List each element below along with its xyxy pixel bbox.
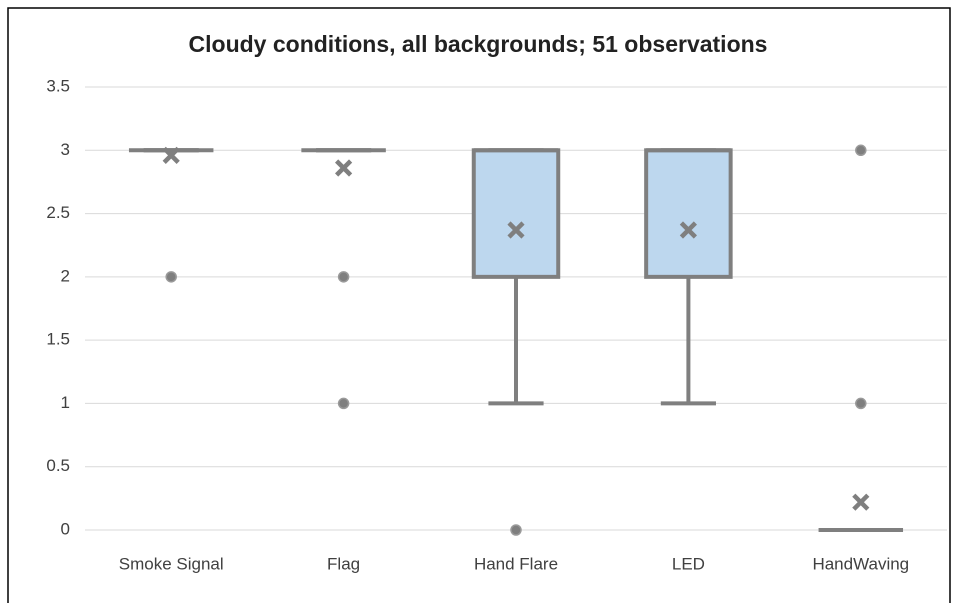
chart-title: Cloudy conditions, all backgrounds; 51 o… xyxy=(189,31,768,57)
chart-frame xyxy=(7,7,951,603)
mean-marker xyxy=(507,221,525,239)
outlier xyxy=(165,271,177,283)
y-tick-label: 3 xyxy=(61,140,70,159)
y-tick-label: 1 xyxy=(61,393,70,412)
box xyxy=(471,148,561,279)
outlier xyxy=(337,271,350,283)
x-tick-label: HandWaving xyxy=(812,554,909,573)
mean-marker xyxy=(162,146,180,164)
mean-marker xyxy=(852,493,870,511)
y-tick-label: 0 xyxy=(61,519,70,538)
mean-marker xyxy=(335,159,353,177)
y-tick-label: 3.5 xyxy=(46,76,70,95)
x-tick-label: Hand Flare xyxy=(474,554,558,573)
y-tick-label: 2.5 xyxy=(46,203,70,222)
outlier xyxy=(855,144,867,157)
y-tick-label: 0.5 xyxy=(46,456,70,475)
outlier xyxy=(855,397,867,410)
box xyxy=(644,148,733,279)
y-tick-label: 2 xyxy=(61,266,70,285)
outlier xyxy=(337,397,350,410)
x-tick-label: Flag xyxy=(327,554,360,573)
x-tick-label: LED xyxy=(672,554,705,573)
x-tick-label: Smoke Signal xyxy=(119,554,224,573)
y-tick-label: 1.5 xyxy=(46,330,70,349)
mean-marker xyxy=(679,221,697,239)
outlier xyxy=(510,524,522,536)
